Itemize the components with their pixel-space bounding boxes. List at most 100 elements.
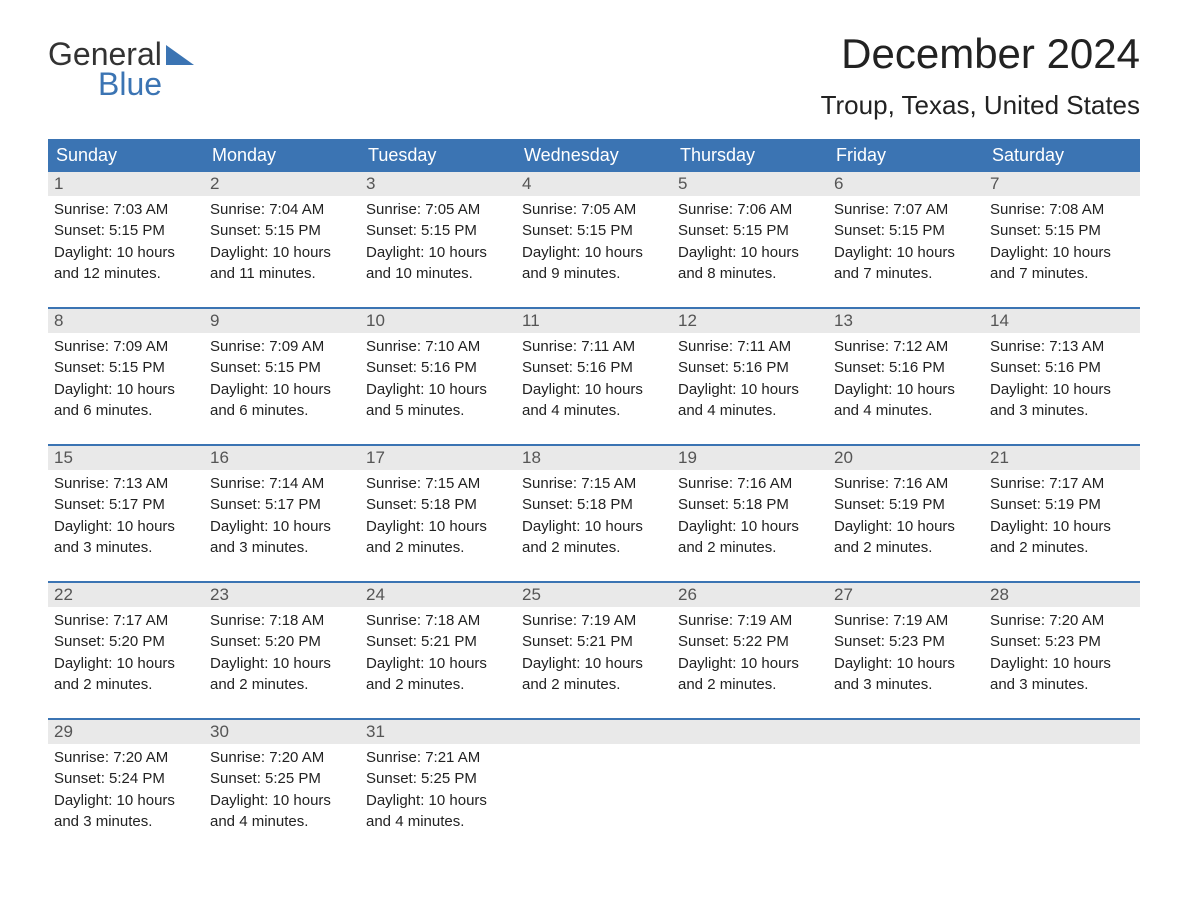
day-number: 31: [360, 720, 516, 744]
day-d2: and 2 minutes.: [366, 675, 510, 695]
day-d2: and 3 minutes.: [54, 538, 198, 558]
title-block: December 2024 Troup, Texas, United State…: [821, 30, 1140, 121]
day-d2: and 11 minutes.: [210, 264, 354, 284]
day-d1: Daylight: 10 hours: [54, 517, 198, 537]
page-title: December 2024: [821, 30, 1140, 78]
day-number: 23: [204, 583, 360, 607]
day-number-empty: [984, 720, 1140, 744]
day-sunrise: Sunrise: 7:17 AM: [54, 611, 198, 631]
calendar-day: 5Sunrise: 7:06 AMSunset: 5:15 PMDaylight…: [672, 172, 828, 293]
calendar-day: 3Sunrise: 7:05 AMSunset: 5:15 PMDaylight…: [360, 172, 516, 293]
day-d1: Daylight: 10 hours: [834, 654, 978, 674]
day-sunset: Sunset: 5:20 PM: [210, 632, 354, 652]
day-number: 27: [828, 583, 984, 607]
day-d1: Daylight: 10 hours: [522, 654, 666, 674]
calendar: SundayMondayTuesdayWednesdayThursdayFrid…: [48, 139, 1140, 841]
day-sunrise: Sunrise: 7:07 AM: [834, 200, 978, 220]
day-details: Sunrise: 7:18 AMSunset: 5:20 PMDaylight:…: [204, 607, 360, 695]
day-sunset: Sunset: 5:23 PM: [834, 632, 978, 652]
day-d1: Daylight: 10 hours: [210, 791, 354, 811]
day-number: 14: [984, 309, 1140, 333]
day-d1: Daylight: 10 hours: [834, 517, 978, 537]
day-sunset: Sunset: 5:17 PM: [210, 495, 354, 515]
day-details: Sunrise: 7:19 AMSunset: 5:22 PMDaylight:…: [672, 607, 828, 695]
calendar-day: 20Sunrise: 7:16 AMSunset: 5:19 PMDayligh…: [828, 446, 984, 567]
brand-word-2: Blue: [48, 68, 194, 100]
day-sunset: Sunset: 5:15 PM: [834, 221, 978, 241]
day-d2: and 3 minutes.: [54, 812, 198, 832]
day-d1: Daylight: 10 hours: [366, 654, 510, 674]
weekday-header: Tuesday: [360, 139, 516, 172]
day-d2: and 4 minutes.: [522, 401, 666, 421]
day-details: Sunrise: 7:15 AMSunset: 5:18 PMDaylight:…: [360, 470, 516, 558]
day-sunset: Sunset: 5:19 PM: [834, 495, 978, 515]
day-sunset: Sunset: 5:15 PM: [990, 221, 1134, 241]
calendar-week: 29Sunrise: 7:20 AMSunset: 5:24 PMDayligh…: [48, 718, 1140, 841]
day-d1: Daylight: 10 hours: [366, 517, 510, 537]
day-d2: and 4 minutes.: [210, 812, 354, 832]
day-sunrise: Sunrise: 7:21 AM: [366, 748, 510, 768]
day-d1: Daylight: 10 hours: [522, 380, 666, 400]
day-sunrise: Sunrise: 7:13 AM: [990, 337, 1134, 357]
day-details: Sunrise: 7:14 AMSunset: 5:17 PMDaylight:…: [204, 470, 360, 558]
day-sunrise: Sunrise: 7:16 AM: [834, 474, 978, 494]
day-d2: and 2 minutes.: [678, 538, 822, 558]
day-d1: Daylight: 10 hours: [990, 380, 1134, 400]
day-d2: and 7 minutes.: [990, 264, 1134, 284]
calendar-day: 31Sunrise: 7:21 AMSunset: 5:25 PMDayligh…: [360, 720, 516, 841]
calendar-day: 19Sunrise: 7:16 AMSunset: 5:18 PMDayligh…: [672, 446, 828, 567]
day-sunset: Sunset: 5:23 PM: [990, 632, 1134, 652]
calendar-day: 4Sunrise: 7:05 AMSunset: 5:15 PMDaylight…: [516, 172, 672, 293]
day-sunset: Sunset: 5:25 PM: [210, 769, 354, 789]
day-sunset: Sunset: 5:15 PM: [210, 221, 354, 241]
calendar-day: 21Sunrise: 7:17 AMSunset: 5:19 PMDayligh…: [984, 446, 1140, 567]
calendar-day: 9Sunrise: 7:09 AMSunset: 5:15 PMDaylight…: [204, 309, 360, 430]
calendar-week: 1Sunrise: 7:03 AMSunset: 5:15 PMDaylight…: [48, 172, 1140, 293]
day-details: Sunrise: 7:17 AMSunset: 5:20 PMDaylight:…: [48, 607, 204, 695]
day-d2: and 7 minutes.: [834, 264, 978, 284]
day-number: 15: [48, 446, 204, 470]
day-d1: Daylight: 10 hours: [522, 243, 666, 263]
calendar-day: 30Sunrise: 7:20 AMSunset: 5:25 PMDayligh…: [204, 720, 360, 841]
day-sunset: Sunset: 5:16 PM: [522, 358, 666, 378]
day-sunrise: Sunrise: 7:18 AM: [366, 611, 510, 631]
calendar-day: 28Sunrise: 7:20 AMSunset: 5:23 PMDayligh…: [984, 583, 1140, 704]
calendar-day: 1Sunrise: 7:03 AMSunset: 5:15 PMDaylight…: [48, 172, 204, 293]
day-d2: and 2 minutes.: [834, 538, 978, 558]
day-d2: and 5 minutes.: [366, 401, 510, 421]
day-number: 21: [984, 446, 1140, 470]
day-sunrise: Sunrise: 7:04 AM: [210, 200, 354, 220]
calendar-day: 25Sunrise: 7:19 AMSunset: 5:21 PMDayligh…: [516, 583, 672, 704]
day-sunrise: Sunrise: 7:09 AM: [54, 337, 198, 357]
day-sunset: Sunset: 5:19 PM: [990, 495, 1134, 515]
day-details: Sunrise: 7:05 AMSunset: 5:15 PMDaylight:…: [516, 196, 672, 284]
day-sunset: Sunset: 5:20 PM: [54, 632, 198, 652]
day-details: Sunrise: 7:11 AMSunset: 5:16 PMDaylight:…: [516, 333, 672, 421]
day-number: 17: [360, 446, 516, 470]
weekday-header: Sunday: [48, 139, 204, 172]
day-d1: Daylight: 10 hours: [210, 243, 354, 263]
calendar-day: [984, 720, 1140, 841]
day-sunrise: Sunrise: 7:14 AM: [210, 474, 354, 494]
day-number: 10: [360, 309, 516, 333]
day-details: Sunrise: 7:16 AMSunset: 5:18 PMDaylight:…: [672, 470, 828, 558]
day-details: Sunrise: 7:13 AMSunset: 5:16 PMDaylight:…: [984, 333, 1140, 421]
day-d1: Daylight: 10 hours: [366, 380, 510, 400]
day-number-empty: [672, 720, 828, 744]
day-d2: and 3 minutes.: [834, 675, 978, 695]
calendar-day: 12Sunrise: 7:11 AMSunset: 5:16 PMDayligh…: [672, 309, 828, 430]
calendar-day: 2 Sunrise: 7:04 AMSunset: 5:15 PMDaylight…: [204, 172, 360, 293]
day-details: Sunrise: 7:19 AMSunset: 5:23 PMDaylight:…: [828, 607, 984, 695]
day-details: Sunrise: 7:18 AMSunset: 5:21 PMDaylight:…: [360, 607, 516, 695]
weekday-header: Wednesday: [516, 139, 672, 172]
calendar-day: 27Sunrise: 7:19 AMSunset: 5:23 PMDayligh…: [828, 583, 984, 704]
day-number: 16: [204, 446, 360, 470]
day-sunrise: Sunrise: 7:19 AM: [834, 611, 978, 631]
day-number: 13: [828, 309, 984, 333]
calendar-day: 7Sunrise: 7:08 AMSunset: 5:15 PMDaylight…: [984, 172, 1140, 293]
day-number: 2: [204, 172, 360, 196]
calendar-day: 23Sunrise: 7:18 AMSunset: 5:20 PMDayligh…: [204, 583, 360, 704]
day-sunset: Sunset: 5:15 PM: [366, 221, 510, 241]
day-details: Sunrise: 7:12 AMSunset: 5:16 PMDaylight:…: [828, 333, 984, 421]
calendar-day: 6Sunrise: 7:07 AMSunset: 5:15 PMDaylight…: [828, 172, 984, 293]
